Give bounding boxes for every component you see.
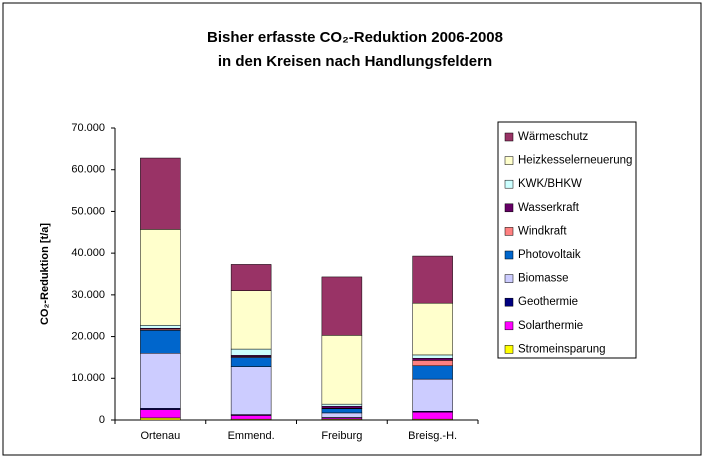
x-tick-label: Ortenau (141, 430, 181, 442)
bar-segment (230, 415, 272, 420)
legend-swatch (504, 297, 514, 307)
legend-swatch (504, 345, 514, 354)
bar-segment (140, 157, 181, 230)
bar-segment (321, 412, 363, 418)
bar-segment (230, 264, 272, 291)
legend-label: Wasserkraft (518, 202, 580, 214)
bar-segment (230, 290, 272, 350)
legend-swatch (504, 132, 514, 142)
bar-segment (230, 366, 272, 415)
legend-label: Wärmeschutz (518, 131, 589, 143)
bar-segment (412, 411, 453, 420)
bar-segment (140, 325, 181, 329)
legend-label: KWK/BHKW (518, 178, 582, 190)
bar-segment (412, 360, 453, 367)
bar-segment (140, 353, 181, 409)
legend-swatch (504, 203, 514, 213)
legend-swatch (504, 250, 514, 260)
legend-label: Photovoltaik (518, 249, 581, 261)
legend-label: Geothermie (518, 296, 578, 308)
y-tick-label: 30.000 (71, 289, 105, 301)
legend-swatch (504, 227, 514, 236)
legend-swatch (504, 179, 514, 189)
legend-label: Stromeinsparung (518, 343, 606, 355)
bar-segment (412, 354, 453, 359)
bar-segment (230, 348, 272, 356)
bar-segment (321, 403, 363, 407)
bar-segment (230, 357, 272, 367)
chart-title: in den Kreisen nach Handlungsfeldern (218, 53, 492, 70)
bar-segment (140, 229, 181, 326)
y-tick-label: 70.000 (71, 122, 105, 134)
legend-label: Heizkesselerneuerung (518, 155, 632, 167)
y-tick-label: 10.000 (71, 372, 105, 384)
legend-swatch (504, 321, 514, 331)
legend-swatch (504, 156, 514, 165)
legend (497, 121, 637, 359)
bar-segment (412, 302, 453, 356)
chart-title: Bisher erfasste CO₂-Reduktion 2006-2008 (207, 29, 503, 46)
x-tick-label: Breisg.-H. (408, 430, 457, 442)
x-tick-label: Freiburg (321, 430, 362, 442)
bar-segment (412, 255, 453, 304)
bar-segment (321, 405, 363, 409)
bar-segment (140, 409, 181, 419)
bar-segment (140, 417, 181, 421)
bar-segment (321, 408, 363, 414)
bar-segment (321, 276, 363, 336)
bar-segment (412, 358, 453, 361)
bar-segment (412, 365, 453, 380)
legend-label: Windkraft (518, 225, 567, 237)
y-axis-label: CO₂-Reduktion [t/a] (39, 223, 51, 325)
y-tick-label: 40.000 (71, 247, 105, 259)
legend-label: Biomasse (518, 273, 569, 285)
y-tick-label: 0 (99, 414, 105, 426)
bar-segment (321, 335, 363, 405)
y-tick-label: 50.000 (71, 205, 105, 217)
legend-swatch (504, 274, 514, 283)
bar-segment (412, 378, 453, 412)
bar-segment (140, 330, 181, 354)
x-tick-label: Emmend. (228, 430, 275, 442)
legend-label: Solarthermie (518, 320, 583, 332)
y-tick-label: 60.000 (71, 164, 105, 176)
y-tick-label: 20.000 (71, 330, 105, 342)
